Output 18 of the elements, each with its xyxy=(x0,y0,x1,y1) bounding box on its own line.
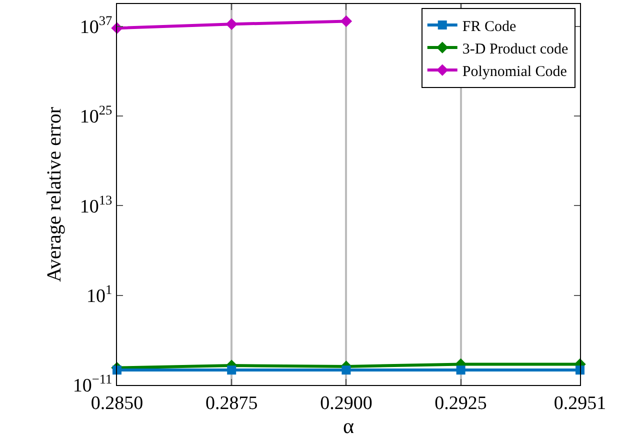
legend-label: Polynomial Code xyxy=(462,64,568,80)
x-tick-label: 0.2925 xyxy=(434,392,487,414)
x-axis-title: α xyxy=(342,414,354,438)
y-tick-label: 10$^{1}$ xyxy=(86,282,112,307)
y-axis-title: Average relative error xyxy=(43,106,66,282)
y-tick-label: 10$^{13}$ xyxy=(80,192,113,218)
y-tick-label: 10$^{37}$ xyxy=(80,13,113,38)
point xyxy=(342,366,351,375)
x-tick-label: 0.2900 xyxy=(320,392,372,414)
point xyxy=(340,15,352,28)
legend-label: 3-D Product code xyxy=(462,41,569,58)
y-tick-label: 10$^{25}$ xyxy=(80,102,113,128)
x-tick-label: 0.2875 xyxy=(205,392,258,414)
point xyxy=(226,18,238,30)
point xyxy=(227,366,236,375)
legend-label: FR Code xyxy=(462,18,516,35)
x-tick-label: 0.2951 xyxy=(554,392,606,414)
point xyxy=(456,366,466,375)
